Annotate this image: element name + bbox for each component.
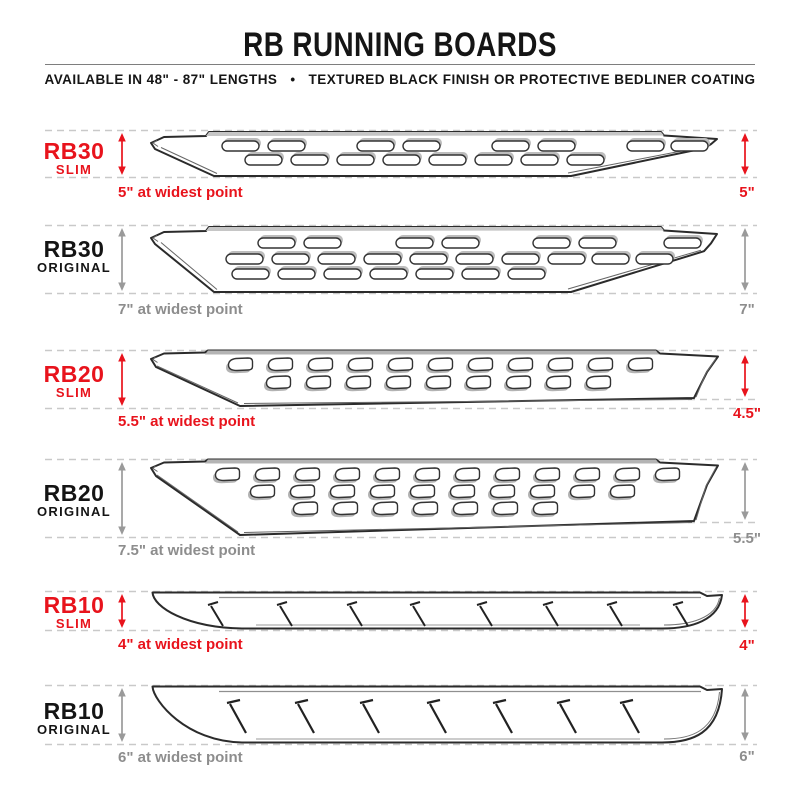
variant-label: SLIM — [55, 616, 93, 631]
model-label: RB10 — [43, 592, 105, 618]
width-caption: 7.5" at widest point — [118, 542, 256, 559]
variant-label: SLIM — [55, 162, 93, 177]
board-diagram-rb20-slim — [45, 349, 757, 410]
board-diagram-rb20-original — [45, 458, 757, 539]
board-diagram-rb30-original — [45, 224, 757, 295]
subtitle-left: AVAILABLE IN 48" - 87" LENGTHS — [44, 72, 278, 87]
model-label: RB30 — [43, 138, 105, 164]
variant-label: ORIGINAL — [37, 260, 111, 275]
width-caption: 5.5" at widest point — [118, 413, 256, 430]
board-diagram-rb30-slim — [45, 129, 757, 179]
model-label: RB30 — [43, 236, 105, 262]
height-caption: 4.5" — [733, 405, 761, 422]
model-label: RB20 — [43, 361, 105, 387]
variant-label: SLIM — [55, 385, 93, 400]
board-diagram-rb10-slim — [45, 590, 757, 632]
height-caption: 4" — [739, 637, 755, 654]
width-caption: 4" at widest point — [118, 636, 243, 653]
variant-label: ORIGINAL — [37, 722, 111, 737]
variant-label: ORIGINAL — [37, 504, 111, 519]
bullet-separator: • — [290, 72, 296, 87]
height-caption: 5" — [739, 184, 755, 201]
width-caption: 7" at widest point — [118, 301, 243, 318]
board-diagram-rb10-original — [45, 684, 757, 746]
page-title: RB RUNNING BOARDS — [243, 26, 557, 64]
model-label: RB10 — [43, 698, 105, 724]
width-caption: 6" at widest point — [118, 749, 243, 766]
subtitle: AVAILABLE IN 48" - 87" LENGTHS • TEXTURE… — [0, 72, 800, 87]
height-caption: 5.5" — [733, 530, 761, 547]
model-label: RB20 — [43, 480, 105, 506]
height-caption: 7" — [739, 301, 755, 318]
height-caption: 6" — [739, 748, 755, 765]
subtitle-right: TEXTURED BLACK FINISH OR PROTECTIVE BEDL… — [308, 72, 756, 87]
title-divider — [45, 64, 755, 65]
width-caption: 5" at widest point — [118, 184, 243, 201]
